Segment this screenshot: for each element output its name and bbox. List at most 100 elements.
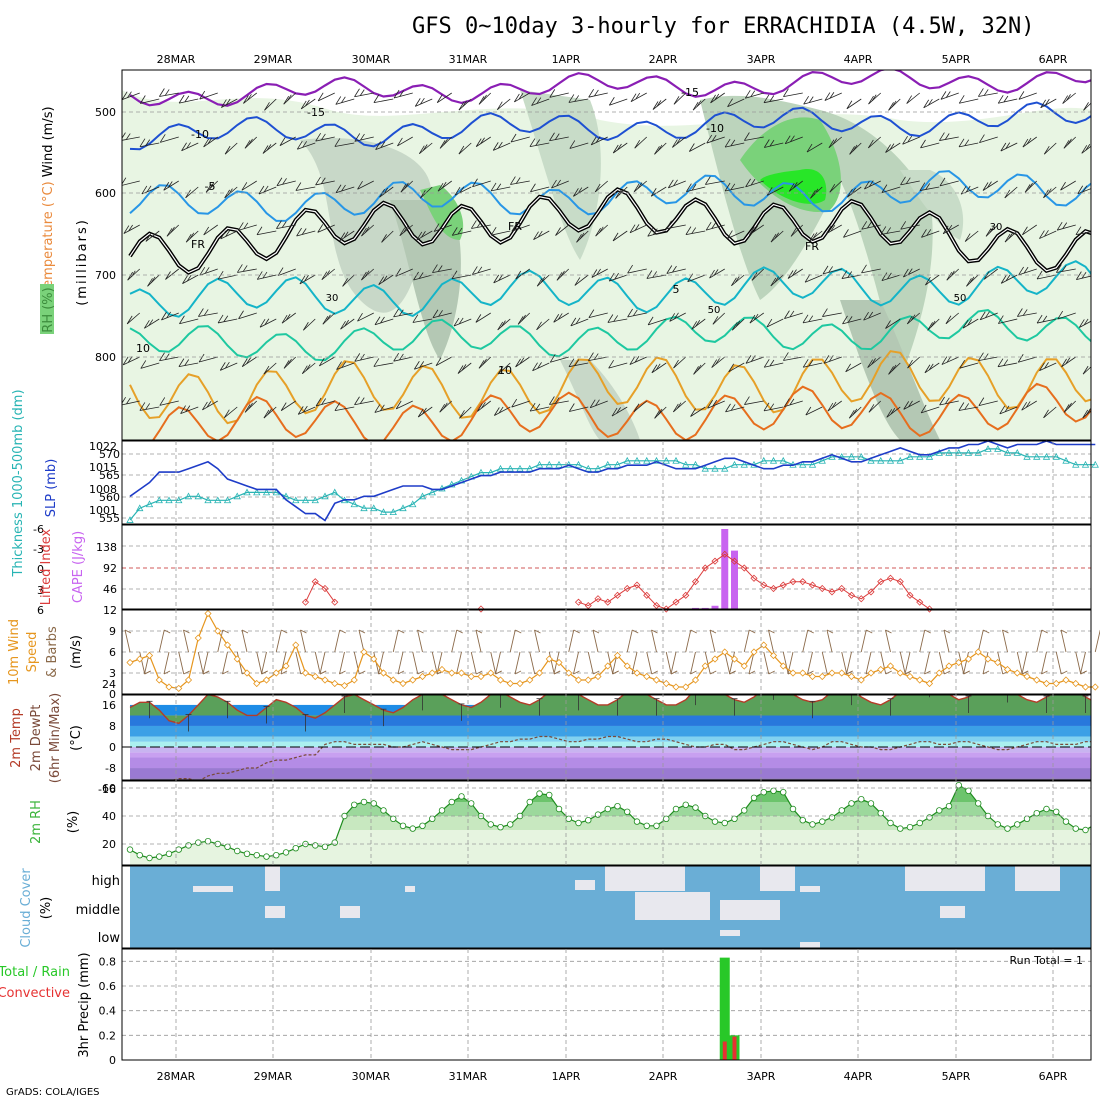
- wind-speed-marker: [730, 655, 739, 663]
- rh-marker: [487, 821, 494, 828]
- wind-barb: [906, 92, 921, 104]
- wind-barb: [205, 180, 219, 193]
- lifted-index-marker: [662, 605, 670, 613]
- upper-air-panel: -15 -15 -10 -10 -5 FR FR FR 5 10 10 30 30 50 50 500 600…: [95, 69, 1092, 441]
- wind-barb: [122, 356, 140, 366]
- top-date-label: 5APR: [942, 53, 971, 66]
- precip-tick-label: 0.6: [99, 980, 117, 993]
- surface-wind-barbs: [124, 629, 1100, 675]
- wind-barb: [685, 226, 706, 236]
- surface-wind-barb: [880, 651, 892, 675]
- wind-barb: [180, 405, 199, 414]
- wind-speed-marker: [750, 648, 758, 656]
- wind-barb: [224, 186, 238, 199]
- top-date-label: 28MAR: [157, 53, 196, 66]
- rh-marker: [448, 798, 455, 806]
- rh-marker: [828, 814, 836, 821]
- wind-barb: [783, 352, 803, 361]
- wind-barb: [822, 265, 842, 275]
- thickness-marker: [545, 460, 553, 468]
- thickness-marker: [818, 456, 826, 464]
- wind-barb: [315, 132, 335, 142]
- thickness-marker: [126, 516, 134, 523]
- cloud-gap: [905, 866, 985, 891]
- cloud-gap: [575, 880, 595, 890]
- wind-barb: [199, 90, 218, 100]
- wind-barb: [903, 400, 920, 410]
- surface-wind-barb: [743, 629, 756, 653]
- bottom-date-axis: 28MAR 29MAR 30MAR 31MAR 1APR 2APR 3APR 4APR 5APR…: [157, 1070, 1068, 1083]
- cape-panel: -6 -3 0 3 6 138 92 46 12: [33, 523, 1092, 617]
- wind-speed-marker: [935, 669, 943, 677]
- wind-barb: [823, 355, 842, 364]
- rh-marker: [594, 811, 602, 818]
- wind-barb: [163, 180, 179, 191]
- wind-barb: [159, 397, 179, 406]
- li-tick-label: 6: [37, 604, 44, 617]
- thickness-marker: [1062, 456, 1070, 464]
- precip-tick-label: 0: [109, 1054, 116, 1067]
- bottom-date-label: 3APR: [747, 1070, 776, 1083]
- surface-wind-barb: [358, 629, 366, 653]
- wind-barb: [666, 265, 686, 274]
- wind-speed-marker: [555, 658, 563, 667]
- wind-barb: [243, 92, 257, 104]
- rh-marker: [468, 800, 475, 807]
- cloud-gap: [265, 866, 280, 891]
- wind-barb: [808, 230, 823, 242]
- wind-barb: [1040, 98, 1057, 109]
- wind-barb: [864, 180, 881, 190]
- wind-barb: [315, 176, 335, 186]
- thickness-marker: [643, 456, 651, 464]
- wind-speed-marker: [438, 665, 446, 674]
- wind-barb: [744, 132, 764, 141]
- thickness-marker: [565, 460, 573, 468]
- wind-barb: [238, 310, 257, 320]
- thickness-marker: [1052, 452, 1060, 460]
- thickness-markers: [126, 445, 1099, 523]
- surface-wind-barb: [685, 629, 697, 653]
- wind-barb: [672, 400, 687, 413]
- surface-wind-barb: [1002, 629, 1009, 653]
- wind-barb: [630, 92, 647, 103]
- surface-wind-barb: [943, 629, 951, 653]
- wind-barb: [654, 142, 667, 155]
- contour-labels: -15 -15 -10 -10 -5 FR FR FR 5 10 10 30 30 50 50: [136, 86, 1002, 377]
- wind-barb: [829, 180, 843, 193]
- surface-wind-barb: [904, 651, 912, 675]
- temperature-band: [130, 725, 1091, 737]
- bottom-date-label: 6APR: [1039, 1070, 1068, 1083]
- rh-marker: [838, 807, 845, 814]
- temperature-band: [130, 778, 1091, 780]
- cloud-gap: [635, 892, 710, 920]
- temperature-contour: [151, 382, 1091, 440]
- wind-speed-marker: [779, 662, 787, 670]
- wind-barb: [978, 88, 998, 97]
- thickness-marker: [223, 496, 232, 504]
- slp-tick-label: 1022: [89, 440, 117, 453]
- wind-barb: [510, 133, 530, 143]
- wind-speed-marker: [350, 676, 358, 684]
- wind-barb: [588, 309, 608, 319]
- precip-convective-bar: [722, 1041, 727, 1060]
- wind-speed-marker: [301, 669, 310, 677]
- rh-marker: [204, 838, 212, 845]
- wind-barb: [303, 318, 316, 331]
- wind-barb: [885, 318, 901, 329]
- wind-barb: [985, 224, 999, 237]
- wind-barb: [497, 362, 511, 375]
- thickness-marker: [984, 445, 992, 452]
- lifted-index-marker: [808, 581, 817, 589]
- lifted-index-marker: [740, 564, 748, 572]
- lifted-index-marker: [906, 591, 914, 599]
- li-tick-label: 0: [37, 563, 44, 576]
- wind-barb: [939, 177, 959, 187]
- surface-wind-barb: [1036, 629, 1048, 653]
- surface-wind-barb: [1021, 651, 1029, 675]
- rh-marker: [195, 839, 202, 846]
- li-tick-label: 3: [37, 584, 44, 597]
- wind-barb: [378, 274, 394, 285]
- wind-barb: [1018, 91, 1037, 100]
- wind-panel: 9 6 3 0: [109, 609, 1100, 701]
- thickness-marker: [243, 488, 251, 496]
